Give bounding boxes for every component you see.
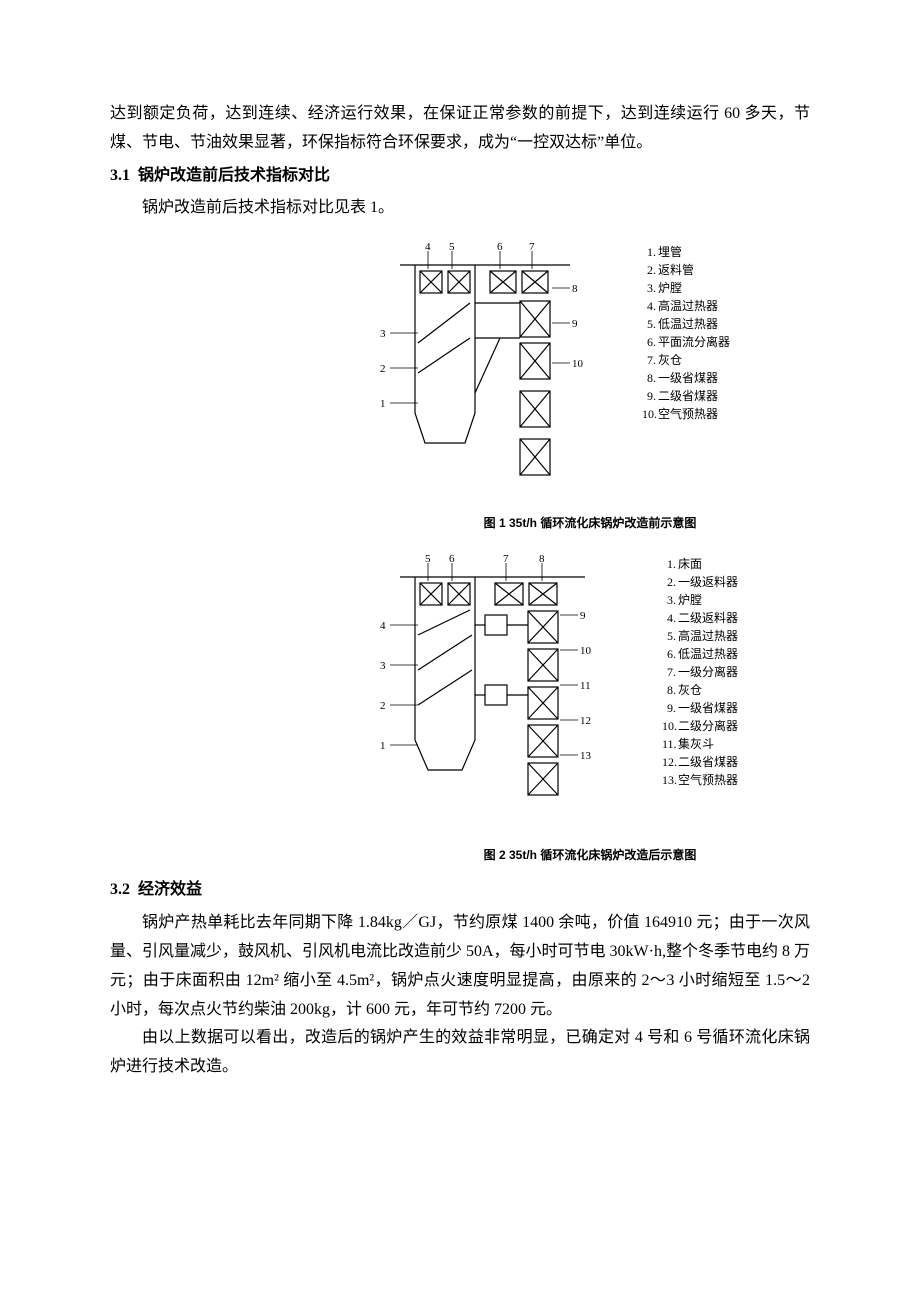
svg-text:2: 2 <box>380 700 386 712</box>
svg-text:8: 8 <box>539 555 545 565</box>
legend-item: 2.一级返料器 <box>662 573 738 591</box>
intro-paragraph: 达到额定负荷，达到连续、经济运行效果，在保证正常参数的前提下，达到连续运行 60… <box>110 100 810 158</box>
svg-text:2: 2 <box>380 363 386 375</box>
section-3-2-paragraph-1: 锅炉产热单耗比去年同期下降 1.84kg／GJ，节约原煤 1400 余吨，价值 … <box>110 909 810 1024</box>
legend-item: 6.平面流分离器 <box>642 333 730 351</box>
svg-text:1: 1 <box>380 740 386 752</box>
figure-1: 4 5 6 7 3 2 1 8 9 10 1.埋管2.返料管3.炉膛4.高温过热器5.低温过热器6… <box>110 243 810 535</box>
svg-text:13: 13 <box>580 750 592 762</box>
svg-text:6: 6 <box>449 555 455 565</box>
svg-text:5: 5 <box>449 243 455 253</box>
legend-item: 12.二级省煤器 <box>662 753 738 771</box>
legend-item: 9.二级省煤器 <box>642 387 730 405</box>
section-3-1-paragraph: 锅炉改造前后技术指标对比见表 1。 <box>110 194 810 223</box>
legend-item: 4.高温过热器 <box>642 297 730 315</box>
section-3-2-paragraph-2: 由以上数据可以看出，改造后的锅炉产生的效益非常明显，已确定对 4 号和 6 号循… <box>110 1024 810 1082</box>
legend-item: 9.一级省煤器 <box>662 699 738 717</box>
legend-item: 13.空气预热器 <box>662 771 738 789</box>
svg-text:12: 12 <box>580 715 591 727</box>
svg-text:8: 8 <box>572 283 578 295</box>
section-3-2-number: 3.2 <box>110 881 130 898</box>
svg-text:5: 5 <box>425 555 431 565</box>
svg-text:4: 4 <box>425 243 431 253</box>
legend-item: 6.低温过热器 <box>662 645 738 663</box>
legend-item: 8.灰仓 <box>662 681 738 699</box>
figure-2-legend: 1.床面2.一级返料器3.炉膛4.二级返料器5.高温过热器6.低温过热器7.一级… <box>662 555 738 789</box>
section-3-2-title: 经济效益 <box>138 881 202 898</box>
legend-item: 10.空气预热器 <box>642 405 730 423</box>
svg-text:9: 9 <box>572 318 578 330</box>
section-3-1-heading: 3.1 锅炉改造前后技术指标对比 <box>110 162 810 191</box>
figure-1-legend: 1.埋管2.返料管3.炉膛4.高温过热器5.低温过热器6.平面流分离器7.灰仓8… <box>642 243 730 423</box>
svg-text:10: 10 <box>572 358 584 370</box>
legend-item: 2.返料管 <box>642 261 730 279</box>
svg-text:9: 9 <box>580 610 586 622</box>
figure-2-diagram: 5 6 7 8 4 3 2 1 9 10 11 12 13 <box>370 555 650 835</box>
legend-item: 7.灰仓 <box>642 351 730 369</box>
legend-item: 5.高温过热器 <box>662 627 738 645</box>
legend-item: 10.二级分离器 <box>662 717 738 735</box>
figure-2-caption: 图 2 35t/h 循环流化床锅炉改造后示意图 <box>370 845 810 867</box>
svg-text:10: 10 <box>580 645 592 657</box>
svg-text:11: 11 <box>580 680 591 692</box>
section-3-2-heading: 3.2 经济效益 <box>110 876 810 905</box>
legend-item: 5.低温过热器 <box>642 315 730 333</box>
figure-1-caption: 图 1 35t/h 循环流化床锅炉改造前示意图 <box>370 513 810 535</box>
svg-text:3: 3 <box>380 660 386 672</box>
section-3-1-number: 3.1 <box>110 167 130 184</box>
section-3-1-title: 锅炉改造前后技术指标对比 <box>138 167 330 184</box>
svg-text:7: 7 <box>503 555 509 565</box>
legend-item: 11.集灰斗 <box>662 735 738 753</box>
legend-item: 1.埋管 <box>642 243 730 261</box>
svg-text:7: 7 <box>529 243 535 253</box>
legend-item: 7.一级分离器 <box>662 663 738 681</box>
svg-text:6: 6 <box>497 243 503 253</box>
figure-2: 5 6 7 8 4 3 2 1 9 10 11 12 13 1.床面2.一级返料器3.炉膛4.二级返料器… <box>110 555 810 867</box>
svg-text:4: 4 <box>380 620 386 632</box>
figure-1-diagram: 4 5 6 7 3 2 1 8 9 10 <box>370 243 630 503</box>
legend-item: 3.炉膛 <box>662 591 738 609</box>
svg-text:1: 1 <box>380 398 386 410</box>
legend-item: 8.一级省煤器 <box>642 369 730 387</box>
svg-text:3: 3 <box>380 328 386 340</box>
legend-item: 1.床面 <box>662 555 738 573</box>
legend-item: 3.炉膛 <box>642 279 730 297</box>
legend-item: 4.二级返料器 <box>662 609 738 627</box>
